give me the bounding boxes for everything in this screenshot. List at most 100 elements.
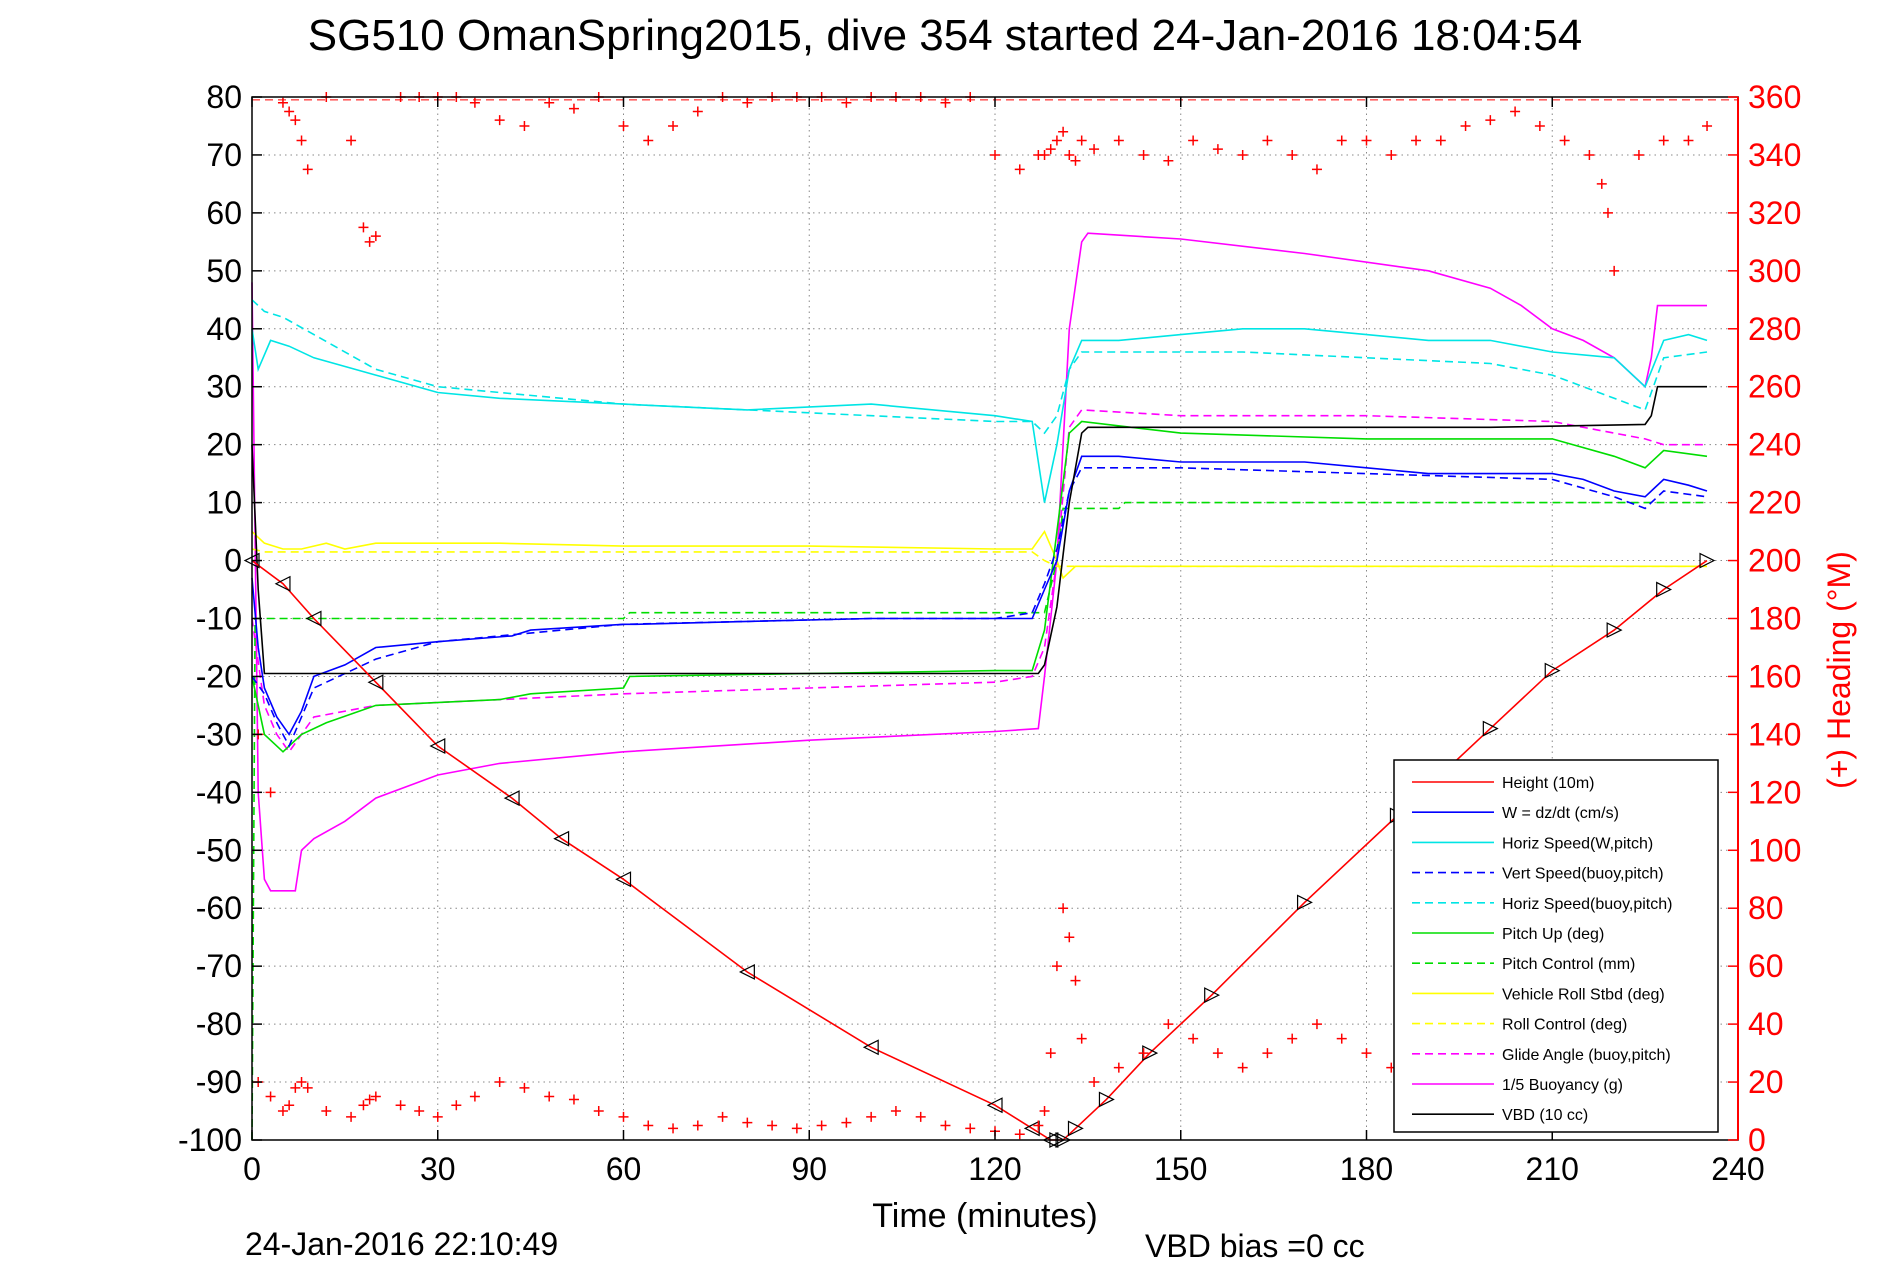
height-marker: [1482, 720, 1499, 737]
x-tick-label: 180: [1340, 1151, 1393, 1187]
legend-entry-horiz-w: Horiz Speed(W,pitch): [1502, 835, 1653, 852]
heading-marker: [1138, 149, 1149, 160]
heading-marker: [1051, 135, 1062, 146]
heading-marker: [302, 164, 313, 175]
height-marker: [615, 871, 632, 888]
heading-marker: [1045, 144, 1056, 155]
series-line-vbd: [251, 385, 1707, 675]
y-tick-label: -70: [196, 948, 242, 984]
heading-marker: [296, 1077, 307, 1088]
heading-marker: [1113, 1062, 1124, 1073]
heading-marker: [1237, 1062, 1248, 1073]
height-marker: [305, 610, 322, 627]
heading-marker: [370, 1091, 381, 1102]
heading-marker: [1113, 135, 1124, 146]
heading-marker: [494, 1077, 505, 1088]
height-marker: [429, 738, 446, 754]
height-marker: [1656, 581, 1673, 598]
heading-marker: [346, 1111, 357, 1122]
heading-marker: [1237, 149, 1248, 160]
y-tick-label: 10: [206, 485, 242, 521]
y2-tick-label: 0: [1748, 1122, 1766, 1158]
y2-tick-label: 140: [1748, 716, 1801, 752]
vbd-bias-label: VBD bias =0 cc: [1145, 1228, 1365, 1262]
heading-marker: [1039, 149, 1050, 160]
y2-tick-label: 240: [1748, 427, 1801, 463]
heading-marker: [568, 1094, 579, 1105]
height-marker: [986, 1097, 1003, 1114]
heading-marker: [1039, 1106, 1050, 1117]
heading-marker: [1188, 1033, 1199, 1044]
legend-entry-pitch-control: Pitch Control (mm): [1502, 956, 1635, 973]
y-tick-label: 0: [224, 543, 242, 579]
tick-layer: 0 30 60 90 120 150 180 210 24080706050403020100-…: [178, 79, 1801, 1187]
heading-marker: [940, 1120, 951, 1131]
y-tick-label: 60: [206, 195, 242, 231]
heading-marker: [1089, 1077, 1100, 1088]
heading-marker: [364, 236, 375, 247]
heading-marker: [1262, 135, 1273, 146]
y-tick-label: -40: [196, 774, 242, 810]
height-marker: [1204, 987, 1221, 1004]
heading-marker: [1311, 164, 1322, 175]
legend-entry-roll: Vehicle Roll Stbd (deg): [1502, 986, 1665, 1003]
y-tick-label: 30: [206, 369, 242, 405]
heading-marker: [1485, 115, 1496, 126]
heading-marker: [494, 115, 505, 126]
heading-marker: [742, 1117, 753, 1128]
y2-tick-label: 320: [1748, 195, 1801, 231]
y2-tick-label: 180: [1748, 601, 1801, 637]
legend-entry-glide: Glide Angle (buoy,pitch): [1502, 1047, 1671, 1064]
heading-marker: [519, 1082, 530, 1093]
heading-marker: [1559, 135, 1570, 146]
x-tick-label: 30: [420, 1151, 456, 1187]
heading-marker: [451, 1100, 462, 1111]
footer-timestamp: 24-Jan-2016 22:10:49: [245, 1226, 558, 1262]
y-tick-label: 50: [206, 253, 242, 289]
heading-marker: [469, 97, 480, 108]
height-marker: [553, 830, 570, 847]
y2-tick-label: 200: [1748, 543, 1801, 579]
y-tick-label: 70: [206, 137, 242, 173]
heading-marker: [1633, 149, 1644, 160]
heading-marker: [1014, 1129, 1025, 1140]
heading-marker: [816, 1120, 827, 1131]
legend-entry-buoyancy: 1/5 Buoyancy (g): [1502, 1077, 1623, 1094]
y2-tick-label: 300: [1748, 253, 1801, 289]
heading-marker: [277, 1106, 288, 1117]
height-marker: [274, 575, 291, 592]
height-marker: [862, 1039, 879, 1056]
legend: Height (10m) W = dz/dt (cm/s) Horiz Speed(…: [1393, 759, 1719, 1133]
height-marker: [1098, 1091, 1115, 1108]
heading-marker: [668, 120, 679, 131]
heading-marker: [1138, 1048, 1149, 1059]
heading-marker: [1460, 120, 1471, 131]
heading-marker: [1658, 135, 1669, 146]
height-marker: [738, 963, 755, 980]
heading-marker: [277, 97, 288, 108]
heading-marker: [1411, 135, 1422, 146]
y-tick-label: -100: [178, 1122, 242, 1158]
x-tick-label: 0: [243, 1151, 261, 1187]
heading-marker: [1070, 155, 1081, 166]
y-tick-label: -90: [196, 1064, 242, 1100]
height-marker: [1606, 622, 1623, 639]
y2-tick-label: 120: [1748, 774, 1801, 810]
heading-marker: [265, 787, 276, 798]
heading-marker: [866, 1111, 877, 1122]
legend-entry-height: Height (10m): [1502, 775, 1594, 792]
heading-marker: [841, 97, 852, 108]
heading-marker: [1058, 126, 1069, 137]
heading-marker: [1534, 120, 1545, 131]
heading-marker: [290, 115, 301, 126]
heading-marker: [265, 1091, 276, 1102]
series-line-pitch-up: [251, 420, 1708, 753]
heading-marker: [302, 1082, 313, 1093]
heading-marker: [1089, 144, 1100, 155]
heading-marker: [940, 97, 951, 108]
heading-marker: [1336, 1033, 1347, 1044]
y2-tick-label: 20: [1748, 1064, 1784, 1100]
heading-marker: [284, 1100, 295, 1111]
y2-tick-label: 80: [1748, 890, 1784, 926]
heading-marker: [1045, 1048, 1056, 1059]
